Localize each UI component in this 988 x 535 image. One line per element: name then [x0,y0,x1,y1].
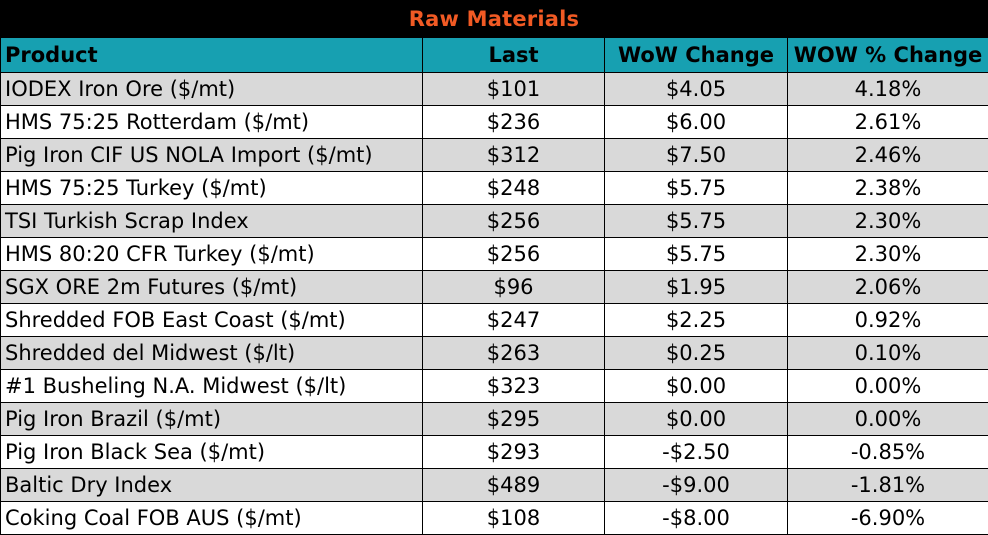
cell-wow-change: $4.05 [604,72,788,106]
cell-wow-pct-change: 0.10% [787,336,988,370]
cell-last: $323 [422,369,605,403]
column-header-wow-change: WoW Change [604,37,788,73]
table-title: Raw Materials [408,6,580,31]
cell-wow-change: -$2.50 [604,435,788,469]
cell-wow-change: $5.75 [604,171,788,205]
raw-materials-table: Product Last WoW Change WOW % Change IOD… [0,37,988,535]
cell-product: Pig Iron Brazil ($/mt) [0,402,423,436]
cell-last: $101 [422,72,605,106]
cell-product: Baltic Dry Index [0,468,423,502]
cell-product: Pig Iron CIF US NOLA Import ($/mt) [0,138,423,172]
cell-product: SGX ORE 2m Futures ($/mt) [0,270,423,304]
cell-last: $263 [422,336,605,370]
cell-wow-change: $0.25 [604,336,788,370]
cell-wow-pct-change: 0.92% [787,303,988,337]
cell-product: Coking Coal FOB AUS ($/mt) [0,501,423,535]
cell-wow-pct-change: 2.30% [787,237,988,271]
table-body: IODEX Iron Ore ($/mt) $101 $4.05 4.18% HMS 7… [0,72,988,535]
cell-product: #1 Busheling N.A. Midwest ($/lt) [0,369,423,403]
cell-last: $108 [422,501,605,535]
cell-wow-pct-change: 2.38% [787,171,988,205]
cell-last: $312 [422,138,605,172]
cell-last: $248 [422,171,605,205]
table-row: HMS 80:20 CFR Turkey ($/mt) $256 $5.75 2.30… [0,237,988,271]
cell-product: Shredded del Midwest ($/lt) [0,336,423,370]
cell-last: $96 [422,270,605,304]
cell-product: IODEX Iron Ore ($/mt) [0,72,423,106]
cell-wow-change: $6.00 [604,105,788,139]
cell-wow-pct-change: 2.46% [787,138,988,172]
table-row: Pig Iron Brazil ($/mt) $295 $0.00 0.00% [0,402,988,436]
cell-last: $295 [422,402,605,436]
cell-wow-pct-change: 0.00% [787,369,988,403]
table-row: Baltic Dry Index $489 -$9.00 -1.81% [0,468,988,502]
column-header-product: Product [0,37,423,73]
table-row: Shredded del Midwest ($/lt) $263 $0.25 0.10… [0,336,988,370]
table-title-bar: Raw Materials [0,0,988,37]
table-row: Shredded FOB East Coast ($/mt) $247 $2.25 0… [0,303,988,337]
cell-product: Shredded FOB East Coast ($/mt) [0,303,423,337]
cell-wow-pct-change: 2.30% [787,204,988,238]
cell-last: $489 [422,468,605,502]
cell-wow-change: -$9.00 [604,468,788,502]
cell-last: $256 [422,204,605,238]
cell-wow-change: $5.75 [604,237,788,271]
cell-product: Pig Iron Black Sea ($/mt) [0,435,423,469]
cell-wow-pct-change: -6.90% [787,501,988,535]
cell-wow-pct-change: -1.81% [787,468,988,502]
table-row: IODEX Iron Ore ($/mt) $101 $4.05 4.18% [0,72,988,106]
cell-wow-pct-change: -0.85% [787,435,988,469]
cell-wow-change: $7.50 [604,138,788,172]
cell-wow-change: $0.00 [604,402,788,436]
table-row: SGX ORE 2m Futures ($/mt) $96 $1.95 2.06% [0,270,988,304]
cell-last: $236 [422,105,605,139]
table-row: Coking Coal FOB AUS ($/mt) $108 -$8.00 -6.9… [0,501,988,535]
cell-wow-pct-change: 4.18% [787,72,988,106]
cell-product: TSI Turkish Scrap Index [0,204,423,238]
table-row: HMS 75:25 Rotterdam ($/mt) $236 $6.00 2.61% [0,105,988,139]
column-header-wow-pct-change: WOW % Change [787,37,988,73]
cell-wow-change: $1.95 [604,270,788,304]
cell-wow-change: $0.00 [604,369,788,403]
table-row: Pig Iron CIF US NOLA Import ($/mt) $312 $7… [0,138,988,172]
table-row: TSI Turkish Scrap Index $256 $5.75 2.30% [0,204,988,238]
cell-wow-change: $5.75 [604,204,788,238]
cell-wow-change: -$8.00 [604,501,788,535]
table-row: #1 Busheling N.A. Midwest ($/lt) $323 $0.0… [0,369,988,403]
cell-last: $293 [422,435,605,469]
table-row: Pig Iron Black Sea ($/mt) $293 -$2.50 -0.85… [0,435,988,469]
column-header-last: Last [422,37,605,73]
cell-product: HMS 80:20 CFR Turkey ($/mt) [0,237,423,271]
cell-last: $256 [422,237,605,271]
cell-last: $247 [422,303,605,337]
table-row: HMS 75:25 Turkey ($/mt) $248 $5.75 2.38% [0,171,988,205]
cell-wow-change: $2.25 [604,303,788,337]
cell-wow-pct-change: 2.61% [787,105,988,139]
cell-wow-pct-change: 2.06% [787,270,988,304]
header-row: Product Last WoW Change WOW % Change [0,37,988,73]
cell-wow-pct-change: 0.00% [787,402,988,436]
cell-product: HMS 75:25 Turkey ($/mt) [0,171,423,205]
cell-product: HMS 75:25 Rotterdam ($/mt) [0,105,423,139]
